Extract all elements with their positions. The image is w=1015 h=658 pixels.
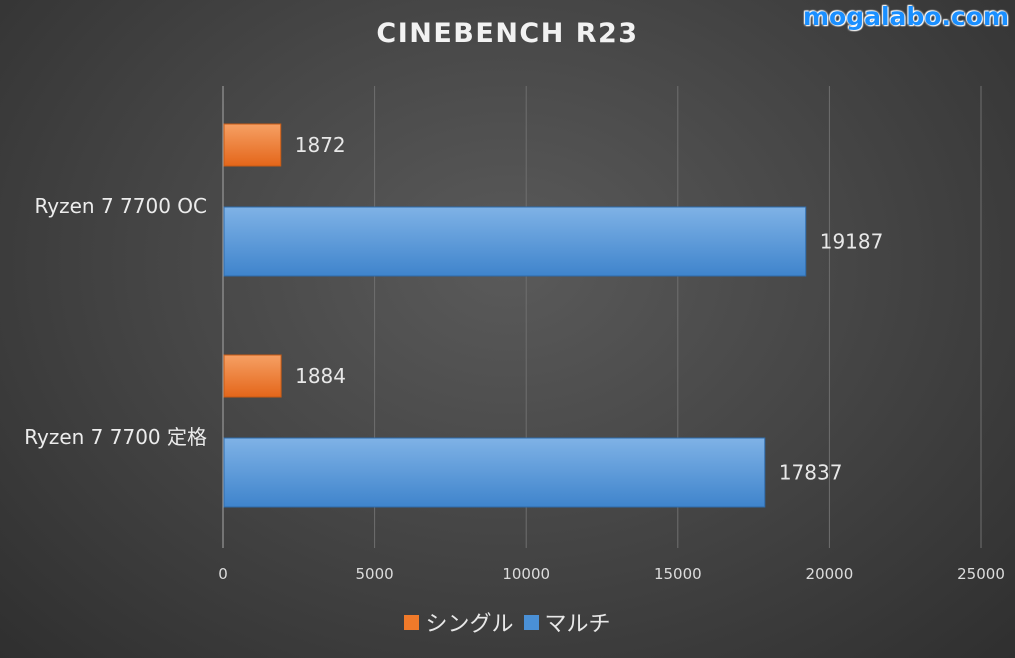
x-tick-label: 25000 bbox=[957, 565, 1005, 583]
legend-swatch bbox=[404, 614, 420, 630]
x-tick-label: 0 bbox=[218, 565, 228, 583]
chart-legend: シングル マルチ bbox=[0, 606, 1015, 638]
data-label: 1884 bbox=[295, 364, 346, 388]
x-tick-label: 20000 bbox=[806, 565, 854, 583]
legend-swatch bbox=[523, 614, 539, 630]
bar bbox=[223, 354, 282, 398]
chart-title: CINEBENCH R23 bbox=[376, 18, 639, 49]
data-label: 19187 bbox=[820, 230, 884, 254]
legend-item: シングル bbox=[404, 606, 514, 638]
category-label: Ryzen 7 7700 OC bbox=[34, 194, 207, 218]
bar bbox=[223, 123, 282, 167]
x-tick-label: 10000 bbox=[502, 565, 550, 583]
bar bbox=[223, 437, 766, 508]
category-label: Ryzen 7 7700 定格 bbox=[24, 425, 207, 449]
data-label: 17837 bbox=[779, 461, 843, 485]
watermark-logo: mogalabo.com bbox=[802, 2, 1009, 31]
x-tick-label: 15000 bbox=[654, 565, 702, 583]
bar bbox=[223, 206, 807, 277]
legend-item: マルチ bbox=[523, 606, 611, 638]
legend-label: マルチ bbox=[544, 612, 611, 637]
data-label: 1872 bbox=[295, 133, 346, 157]
x-tick-label: 5000 bbox=[356, 565, 394, 583]
legend-label: シングル bbox=[425, 612, 514, 637]
